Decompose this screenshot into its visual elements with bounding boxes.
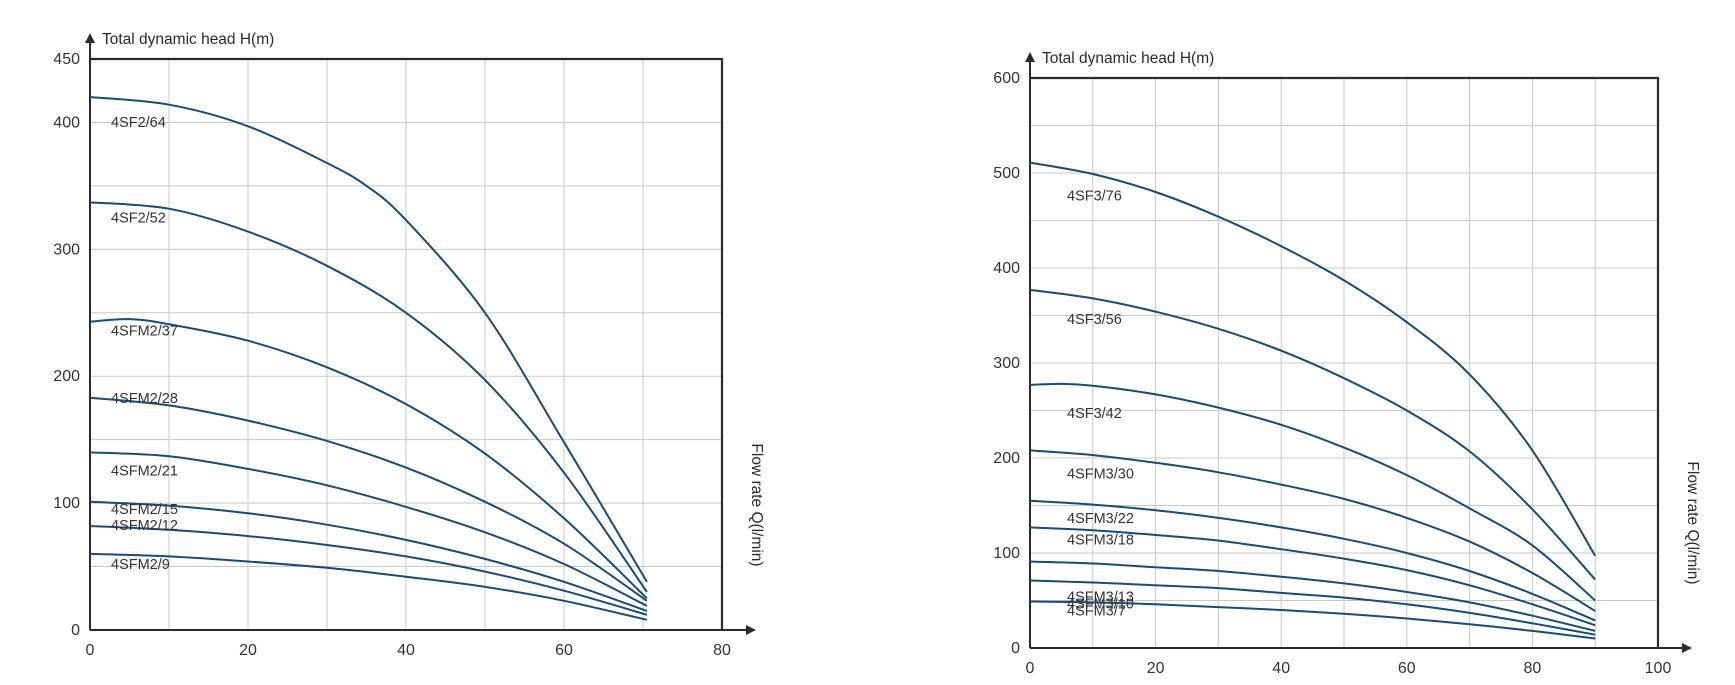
series-label: 4SFM3/10	[1067, 597, 1134, 613]
x-tick-label: 80	[1524, 660, 1542, 677]
series-curve-4sfm2-21	[89, 451, 648, 607]
series-curve-4sf2-64	[89, 96, 648, 583]
grid-lines	[90, 59, 722, 630]
series-label: 4SF3/56	[1067, 312, 1122, 328]
series-curve-4sfm3-30	[1029, 449, 1596, 612]
series-label: 4SF2/52	[111, 210, 166, 226]
series-label: 4SFM2/9	[111, 557, 170, 573]
series-curve-4sfm2-28	[89, 396, 648, 602]
x-tick-label: 40	[1272, 660, 1290, 677]
series-label: 4SFM2/12	[111, 518, 178, 534]
series-label: 4SFM2/37	[111, 324, 178, 340]
x-axis-title: Flow rate Q(l/min)	[748, 443, 765, 566]
y-tick-label: 100	[53, 495, 80, 512]
series-curve-4sfm3-10	[1029, 579, 1596, 636]
x-tick-label: 60	[555, 642, 573, 659]
series-curve-4sfm2-9	[89, 552, 648, 621]
series-label: 4SFM3/7	[1067, 603, 1126, 619]
x-tick-label: 0	[1026, 660, 1035, 677]
chart-panel-right: 0 100 200 300 400 500 600 0 20 40 60 80 100 Total dyn…	[993, 50, 1701, 677]
series-label: 4SFM3/18	[1067, 532, 1134, 548]
y-tick-label: 200	[53, 368, 80, 385]
series-curve-4sfm3-18	[1029, 526, 1596, 627]
x-tick-label: 80	[713, 642, 731, 659]
plot-frame	[90, 57, 724, 630]
series-curve-4sfm3-7	[1029, 600, 1596, 640]
y-tick-label: 400	[993, 260, 1020, 277]
series-curve-4sfm2-37	[89, 318, 648, 600]
y-tick-label: 300	[53, 241, 80, 258]
series-label: 4SFM3/30	[1067, 466, 1134, 482]
grid-lines	[1030, 78, 1658, 648]
y-axis-arrow-icon	[1025, 52, 1035, 62]
series-curve-4sfm3-13	[1029, 560, 1596, 632]
plot-frame	[1030, 76, 1660, 648]
series-curve-4sf3-56	[1029, 288, 1596, 581]
series-curve-4sfm2-15	[89, 500, 648, 612]
chart-panel-left: 0 100 200 300 400 450 0 20 40 60 80 Total dynamic h…	[53, 31, 765, 659]
x-axis-arrow-icon	[1682, 643, 1692, 653]
series-curve-4sf3-76	[1029, 161, 1597, 557]
series-curve-4sfm2-12	[89, 525, 648, 616]
x-axis-title: Flow rate Q(l/min)	[1684, 461, 1701, 584]
y-tick-label: 200	[993, 450, 1020, 467]
x-tick-label: 100	[1645, 660, 1672, 677]
y-tick-label: 450	[53, 51, 80, 68]
x-tick-label: 20	[239, 642, 257, 659]
y-axis-arrow-icon	[85, 33, 95, 43]
x-tick-label: 0	[86, 642, 95, 659]
series-label: 4SF3/42	[1067, 406, 1122, 422]
y-tick-label: 400	[53, 114, 80, 131]
series-curve-4sf2-52	[89, 201, 648, 593]
series-label: 4SF2/64	[111, 115, 166, 131]
series-label: 4SF3/76	[1067, 189, 1122, 205]
x-axis-arrow-icon	[746, 625, 756, 635]
y-tick-label: 500	[993, 165, 1020, 182]
x-tick-label: 20	[1147, 660, 1165, 677]
series-label: 4SFM2/21	[111, 463, 178, 479]
series-curve-4sfm3-22	[1029, 499, 1596, 622]
x-tick-label: 60	[1398, 660, 1416, 677]
y-tick-label: 0	[1011, 640, 1020, 657]
series-label: 4SFM2/28	[111, 391, 178, 407]
y-axis-title: Total dynamic head H(m)	[1042, 50, 1214, 67]
y-axis-title: Total dynamic head H(m)	[102, 31, 274, 48]
y-tick-label: 100	[993, 545, 1020, 562]
series-label: 4SFM2/15	[111, 502, 178, 518]
y-tick-label: 0	[71, 622, 80, 639]
series-label: 4SFM3/22	[1067, 511, 1134, 527]
y-tick-label: 600	[993, 70, 1020, 87]
series-curve-4sf3-42	[1029, 382, 1596, 602]
y-tick-label: 300	[993, 355, 1020, 372]
x-tick-label: 40	[397, 642, 415, 659]
